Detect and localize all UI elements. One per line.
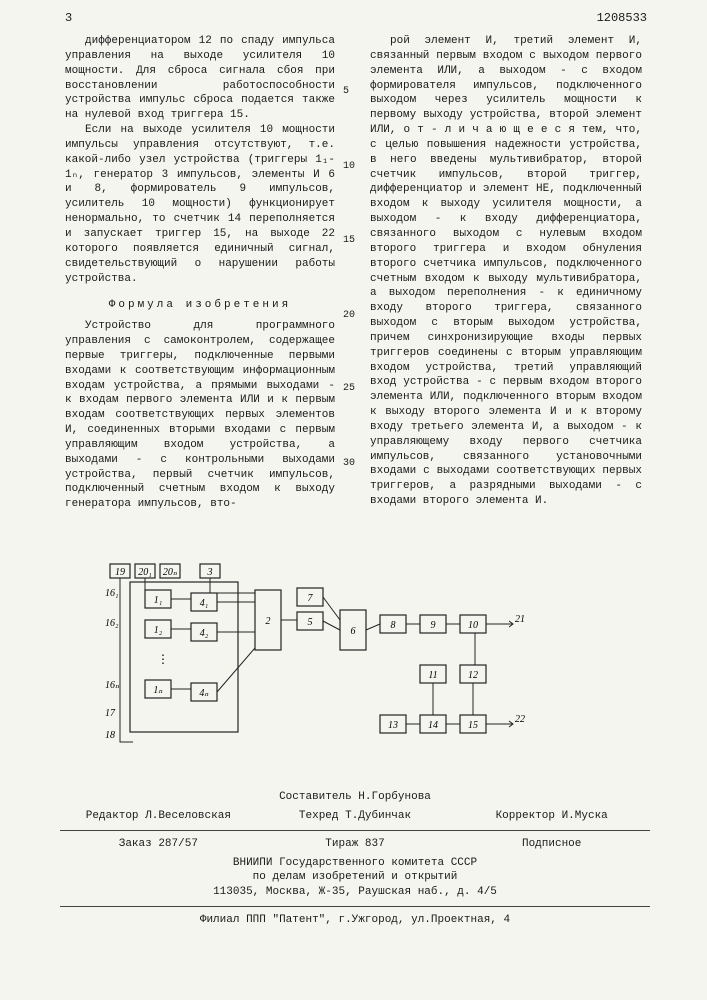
svg-text:4₁: 4₁ xyxy=(200,598,208,609)
credits-row: Редактор Л.Веселовская Техред Т.Дубинчак… xyxy=(60,809,650,824)
svg-text:4₂: 4₂ xyxy=(200,628,209,639)
svg-text:2: 2 xyxy=(266,616,271,627)
line-num-10: 10 xyxy=(343,160,355,174)
svg-text:21: 21 xyxy=(515,614,525,625)
diagram-svg: 1920₁20ₙ31₁4₁1₂4₂1ₙ4ₙ2567891011121314151… xyxy=(105,560,605,775)
svg-text:16ₙ: 16ₙ xyxy=(105,680,119,691)
svg-text:22: 22 xyxy=(515,714,525,725)
svg-text:6: 6 xyxy=(351,626,356,637)
editor: Редактор Л.Веселовская xyxy=(60,809,257,824)
formula-title: Формула изобретения xyxy=(65,298,335,313)
addr: 113035, Москва, Ж-35, Раушская наб., д. … xyxy=(60,885,650,900)
footer-rule-1 xyxy=(60,830,650,831)
svg-text:9: 9 xyxy=(431,620,436,631)
page: 3 1208533 дифференциатором 12 по спаду и… xyxy=(0,0,707,1000)
svg-text:19: 19 xyxy=(115,567,125,578)
svg-text:14: 14 xyxy=(428,720,438,731)
svg-text:1₁: 1₁ xyxy=(154,595,162,606)
svg-text:16₂: 16₂ xyxy=(105,618,119,629)
footer-rule-2 xyxy=(60,906,650,907)
svg-text:8: 8 xyxy=(391,620,396,631)
compiler-line: Составитель Н.Горбунова xyxy=(60,790,650,805)
svg-text:20₁: 20₁ xyxy=(138,567,151,578)
svg-text:5: 5 xyxy=(308,617,313,628)
left-column: дифференциатором 12 по спаду импульса уп… xyxy=(65,34,335,512)
svg-text:1₂: 1₂ xyxy=(154,625,163,636)
line-num-25: 25 xyxy=(343,382,355,396)
footer: Составитель Н.Горбунова Редактор Л.Весел… xyxy=(60,790,650,928)
svg-text:18: 18 xyxy=(105,730,115,741)
svg-text:12: 12 xyxy=(468,670,478,681)
tirage: Тираж 837 xyxy=(257,837,454,852)
line-num-15: 15 xyxy=(343,234,355,248)
svg-text:3: 3 xyxy=(207,567,213,578)
line-num-5: 5 xyxy=(343,85,349,99)
left-para-2: Если на выходе усилителя 10 мощности имп… xyxy=(65,123,335,286)
page-number-left: 3 xyxy=(65,10,72,26)
svg-text:11: 11 xyxy=(428,670,437,681)
corrector: Корректор И.Муска xyxy=(453,809,650,824)
svg-text:15: 15 xyxy=(468,720,478,731)
page-number-right: 1208533 xyxy=(597,10,647,26)
line-num-30: 30 xyxy=(343,457,355,471)
left-para-1: дифференциатором 12 по спаду импульса уп… xyxy=(65,34,335,123)
left-para-3: Устройство для программного управления с… xyxy=(65,319,335,512)
order: Заказ 287/57 xyxy=(60,837,257,852)
subscription: Подписное xyxy=(453,837,650,852)
dept: по делам изобретений и открытий xyxy=(60,870,650,885)
svg-text:13: 13 xyxy=(388,720,398,731)
right-para-1: рой элемент И, третий элемент И, связанн… xyxy=(370,34,642,509)
svg-text:16₁: 16₁ xyxy=(105,588,118,599)
svg-text:1ₙ: 1ₙ xyxy=(153,685,162,696)
svg-text:10: 10 xyxy=(468,620,478,631)
svg-text:4ₙ: 4ₙ xyxy=(199,688,208,699)
svg-text:20ₙ: 20ₙ xyxy=(163,567,177,578)
org: ВНИИПИ Государственного комитета СССР xyxy=(60,856,650,871)
circuit-diagram: 1920₁20ₙ31₁4₁1₂4₂1ₙ4ₙ2567891011121314151… xyxy=(105,560,605,775)
right-column: рой элемент И, третий элемент И, связанн… xyxy=(370,34,642,509)
svg-text:17: 17 xyxy=(105,708,116,719)
branch: Филиал ППП "Патент", г.Ужгород, ул.Проек… xyxy=(60,913,650,928)
techred: Техред Т.Дубинчак xyxy=(257,809,454,824)
order-row: Заказ 287/57 Тираж 837 Подписное xyxy=(60,837,650,852)
line-num-20: 20 xyxy=(343,309,355,323)
svg-text:⋮: ⋮ xyxy=(157,653,169,667)
